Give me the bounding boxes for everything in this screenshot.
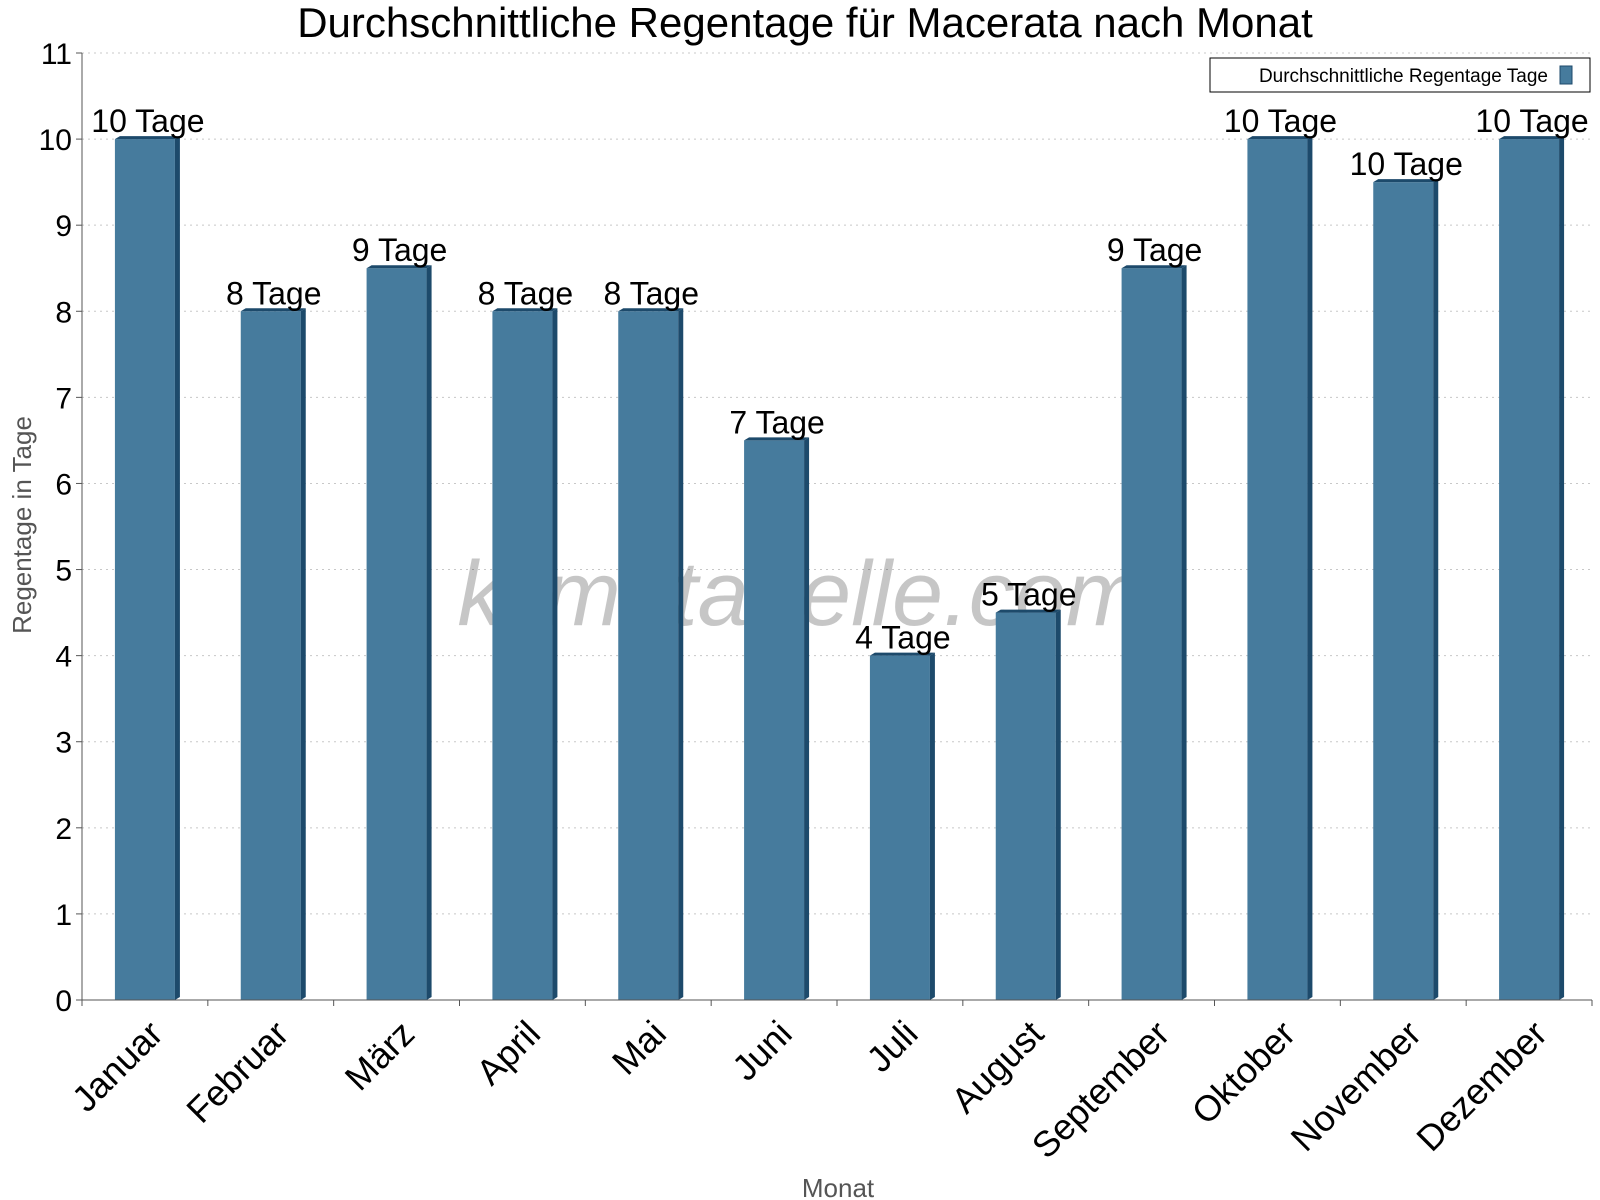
axes bbox=[81, 53, 1592, 1001]
y-tick-label-0: 0 bbox=[55, 985, 72, 1018]
bar-label-2: 9 Tage bbox=[352, 232, 448, 268]
y-tick-label-9: 9 bbox=[55, 210, 72, 243]
bar-top-6 bbox=[869, 652, 935, 656]
bar-top-9 bbox=[1247, 136, 1313, 140]
bar-top-5 bbox=[744, 437, 810, 441]
bar-top-2 bbox=[366, 265, 432, 269]
bar-label-9: 10 Tage bbox=[1224, 103, 1337, 139]
y-axis-title: Regentage in Tage bbox=[7, 416, 37, 634]
bar-5 bbox=[744, 440, 805, 1001]
x-tick-label-3: April bbox=[468, 1013, 548, 1093]
bar-label-11: 10 Tage bbox=[1475, 103, 1588, 139]
bar-side-8 bbox=[1181, 265, 1187, 1000]
bar-label-0: 10 Tage bbox=[91, 103, 204, 139]
bar-9 bbox=[1247, 139, 1308, 1000]
x-tick-label-4: Mai bbox=[604, 1013, 674, 1083]
bar-side-7 bbox=[1055, 609, 1061, 1000]
y-tick-label-7: 7 bbox=[55, 382, 72, 415]
y-tick-label-5: 5 bbox=[55, 555, 72, 588]
bar-label-8: 9 Tage bbox=[1107, 232, 1203, 268]
bar-top-11 bbox=[1499, 136, 1565, 140]
x-ticks: Januar Februar März April Mai Juni Juli AugustS… bbox=[64, 1000, 1593, 1167]
bar-top-7 bbox=[995, 609, 1061, 613]
legend-swatch bbox=[1559, 65, 1573, 85]
y-tick-label-2: 2 bbox=[55, 813, 72, 846]
x-tick-label-1: Februar bbox=[178, 1013, 296, 1131]
bar-label-6: 4 Tage bbox=[855, 620, 951, 656]
bar-side-2 bbox=[426, 265, 432, 1000]
bar-label-10: 10 Tage bbox=[1350, 146, 1463, 182]
bar-label-3: 8 Tage bbox=[478, 275, 574, 311]
legend-entry-label: Durchschnittliche Regentage Tage bbox=[1259, 66, 1548, 87]
bar-side-4 bbox=[678, 308, 684, 1001]
chart-title: Durchschnittliche Regentage für Macerata… bbox=[297, 0, 1313, 46]
y-ticks: 0 1 2 3 4 5 6 7 8 9 10 11 bbox=[39, 38, 82, 1018]
bar-1 bbox=[240, 311, 301, 1001]
bar-side-0 bbox=[174, 136, 180, 1000]
bar-0 bbox=[114, 139, 175, 1000]
x-tick-label-2: März bbox=[337, 1013, 423, 1099]
y-tick-label-10: 10 bbox=[39, 124, 72, 157]
bar-11 bbox=[1499, 139, 1560, 1000]
x-tick-label-0: Januar bbox=[64, 1013, 171, 1120]
bar-8 bbox=[1121, 268, 1182, 1000]
x-tick-label-11: Dezember bbox=[1408, 1013, 1554, 1159]
bar-2 bbox=[366, 268, 427, 1000]
bar-side-5 bbox=[804, 437, 810, 1001]
bar-label-4: 8 Tage bbox=[604, 275, 700, 311]
y-tick-label-11: 11 bbox=[41, 38, 72, 71]
bar-3 bbox=[492, 311, 553, 1001]
bar-side-6 bbox=[929, 652, 935, 1000]
bar-4 bbox=[618, 311, 679, 1001]
bar-label-1: 8 Tage bbox=[226, 275, 322, 311]
bar-top-4 bbox=[618, 308, 684, 312]
bar-label-7: 5 Tage bbox=[981, 577, 1077, 613]
bars bbox=[114, 136, 1565, 1001]
x-tick-label-7: August bbox=[943, 1013, 1051, 1121]
bar-top-10 bbox=[1373, 179, 1439, 183]
x-axis-title: Monat bbox=[802, 1173, 875, 1200]
bar-top-1 bbox=[240, 308, 306, 312]
bar-labels: 10 Tage 8 Tage 9 Tage 8 Tage 8 Tage 7 Tage 4 T… bbox=[91, 103, 1588, 656]
bar-7 bbox=[995, 612, 1056, 1000]
y-tick-label-8: 8 bbox=[55, 296, 72, 329]
x-tick-label-6: Juli bbox=[858, 1013, 925, 1080]
x-tick-label-8: September bbox=[1024, 1013, 1178, 1167]
bar-top-8 bbox=[1121, 265, 1187, 269]
bar-side-9 bbox=[1307, 136, 1313, 1000]
y-tick-label-1: 1 bbox=[55, 899, 72, 932]
x-tick-label-9: Oktober bbox=[1184, 1013, 1304, 1133]
x-tick-label-5: Juni bbox=[724, 1013, 800, 1089]
legend-box bbox=[1209, 57, 1591, 93]
bar-top-3 bbox=[492, 308, 558, 312]
bar-top-0 bbox=[114, 136, 180, 140]
y-tick-label-6: 6 bbox=[55, 468, 72, 501]
bar-label-5: 7 Tage bbox=[729, 404, 825, 440]
bar-side-1 bbox=[300, 308, 306, 1001]
bar-side-11 bbox=[1559, 136, 1565, 1000]
y-tick-label-3: 3 bbox=[55, 727, 72, 760]
x-tick-label-10: November bbox=[1282, 1013, 1428, 1159]
bar-side-3 bbox=[552, 308, 558, 1001]
bar-10 bbox=[1373, 182, 1434, 1001]
bar-6 bbox=[869, 655, 930, 1000]
bar-side-10 bbox=[1433, 179, 1439, 1001]
y-tick-label-4: 4 bbox=[55, 641, 72, 674]
legend: Durchschnittliche Regentage Tage bbox=[1209, 57, 1591, 93]
